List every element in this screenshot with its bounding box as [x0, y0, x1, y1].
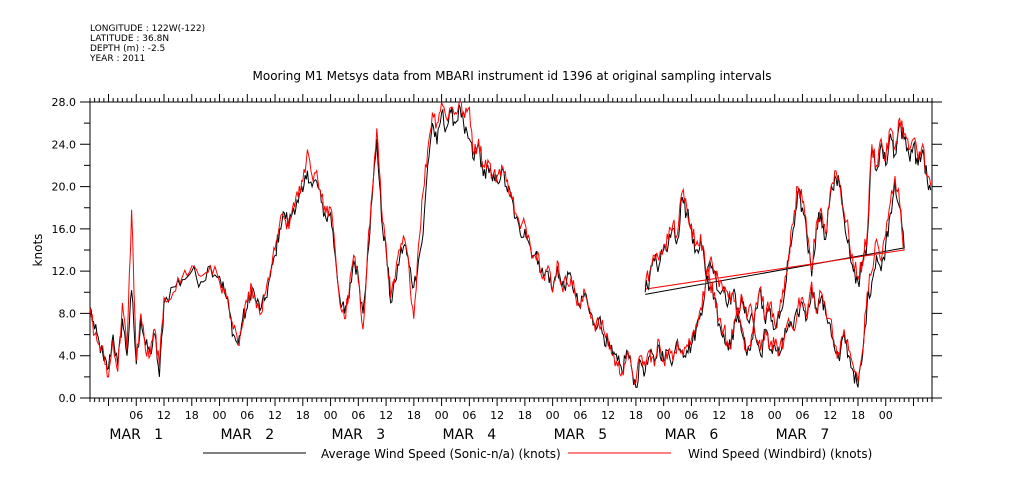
- x-tick-label: 06: [240, 409, 254, 422]
- day-label: MAR 5: [554, 427, 608, 443]
- x-tick-label: 12: [157, 409, 171, 422]
- y-tick-label: 16.0: [52, 223, 77, 236]
- metadata-block: LONGITUDE : 122W(-122) LATITUDE : 36.8N …: [89, 24, 205, 64]
- x-tick-label: 06: [351, 409, 365, 422]
- x-tick-label: 12: [268, 409, 282, 422]
- metadata-year: YEAR : 2011: [89, 54, 145, 64]
- day-label: MAR 6: [665, 427, 719, 443]
- x-tick-label: 18: [296, 409, 310, 422]
- x-tick-label: 18: [518, 409, 532, 422]
- y-tick-label: 24.0: [52, 138, 77, 151]
- y-tick-label: 20.0: [52, 181, 77, 194]
- metadata-depth: DEPTH (m) : -2.5: [90, 44, 165, 54]
- legend-label-wind-speed: Wind Speed (Windbird) (knots): [688, 447, 872, 461]
- y-tick-label: 28.0: [52, 96, 77, 109]
- plot-frame: [89, 101, 933, 399]
- y-tick-label: 4.0: [59, 350, 77, 363]
- x-tick-label: 00: [213, 409, 227, 422]
- day-label: MAR 2: [220, 427, 274, 443]
- day-label: MAR 3: [332, 427, 386, 443]
- x-tick-label: 06: [129, 409, 143, 422]
- x-tick-label: 12: [712, 409, 726, 422]
- x-tick-label: 00: [879, 409, 893, 422]
- x-tick-label: 00: [435, 409, 449, 422]
- x-tick-label: 12: [823, 409, 837, 422]
- x-tick-label: 18: [407, 409, 421, 422]
- y-axis-title: knots: [31, 234, 45, 267]
- day-label: MAR 1: [109, 427, 163, 443]
- series-line-wind-speed-tail: [644, 117, 932, 353]
- x-tick-label: 06: [573, 409, 587, 422]
- y-tick-labels: 0.0 4.0 8.0 12.0 16.0 20.0 24.0 28.0: [52, 96, 77, 405]
- metadata-latitude: LATITUDE : 36.8N: [90, 34, 169, 44]
- x-tick-label: 18: [740, 409, 754, 422]
- x-tick-label: 00: [768, 409, 782, 422]
- x-tick-label: 00: [657, 409, 671, 422]
- y-tick-label: 8.0: [59, 307, 77, 320]
- x-tick-label: 18: [851, 409, 865, 422]
- series-lines: [89, 101, 932, 388]
- axis-ticks: [80, 94, 942, 406]
- metadata-longitude: LONGITUDE : 122W(-122): [90, 24, 205, 34]
- day-label: MAR 7: [776, 427, 830, 443]
- legend-label-average-wind-speed: Average Wind Speed (Sonic-n/a) (knots): [321, 447, 561, 461]
- x-tick-label: 06: [684, 409, 698, 422]
- x-tick-labels: 06 12 18 00 06 12 18 00 06 12 18 00 06 12 18 00 06 12 18 00…: [129, 409, 892, 422]
- series-line-wind-speed: [89, 101, 905, 386]
- day-labels: MAR 1 MAR 2 MAR 3 MAR 4 MAR 5 MAR 6 MAR 7: [109, 427, 829, 443]
- x-tick-label: 12: [379, 409, 393, 422]
- x-tick-label: 12: [490, 409, 504, 422]
- x-tick-label: 18: [629, 409, 643, 422]
- y-tick-label: 0.0: [59, 392, 77, 405]
- x-tick-label: 00: [546, 409, 560, 422]
- x-tick-label: 06: [462, 409, 476, 422]
- x-tick-label: 06: [795, 409, 809, 422]
- legend: Average Wind Speed (Sonic-n/a) (knots) W…: [203, 447, 872, 461]
- day-label: MAR 4: [443, 427, 497, 443]
- x-tick-label: 18: [185, 409, 199, 422]
- x-tick-label: 00: [324, 409, 338, 422]
- x-tick-label: 12: [601, 409, 615, 422]
- tick-marks: [80, 94, 942, 406]
- y-tick-label: 12.0: [52, 265, 77, 278]
- chart-title: Mooring M1 Metsys data from MBARI instru…: [253, 69, 772, 83]
